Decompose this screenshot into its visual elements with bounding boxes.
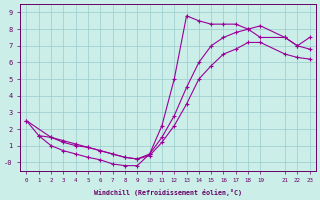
X-axis label: Windchill (Refroidissement éolien,°C): Windchill (Refroidissement éolien,°C) <box>94 189 242 196</box>
